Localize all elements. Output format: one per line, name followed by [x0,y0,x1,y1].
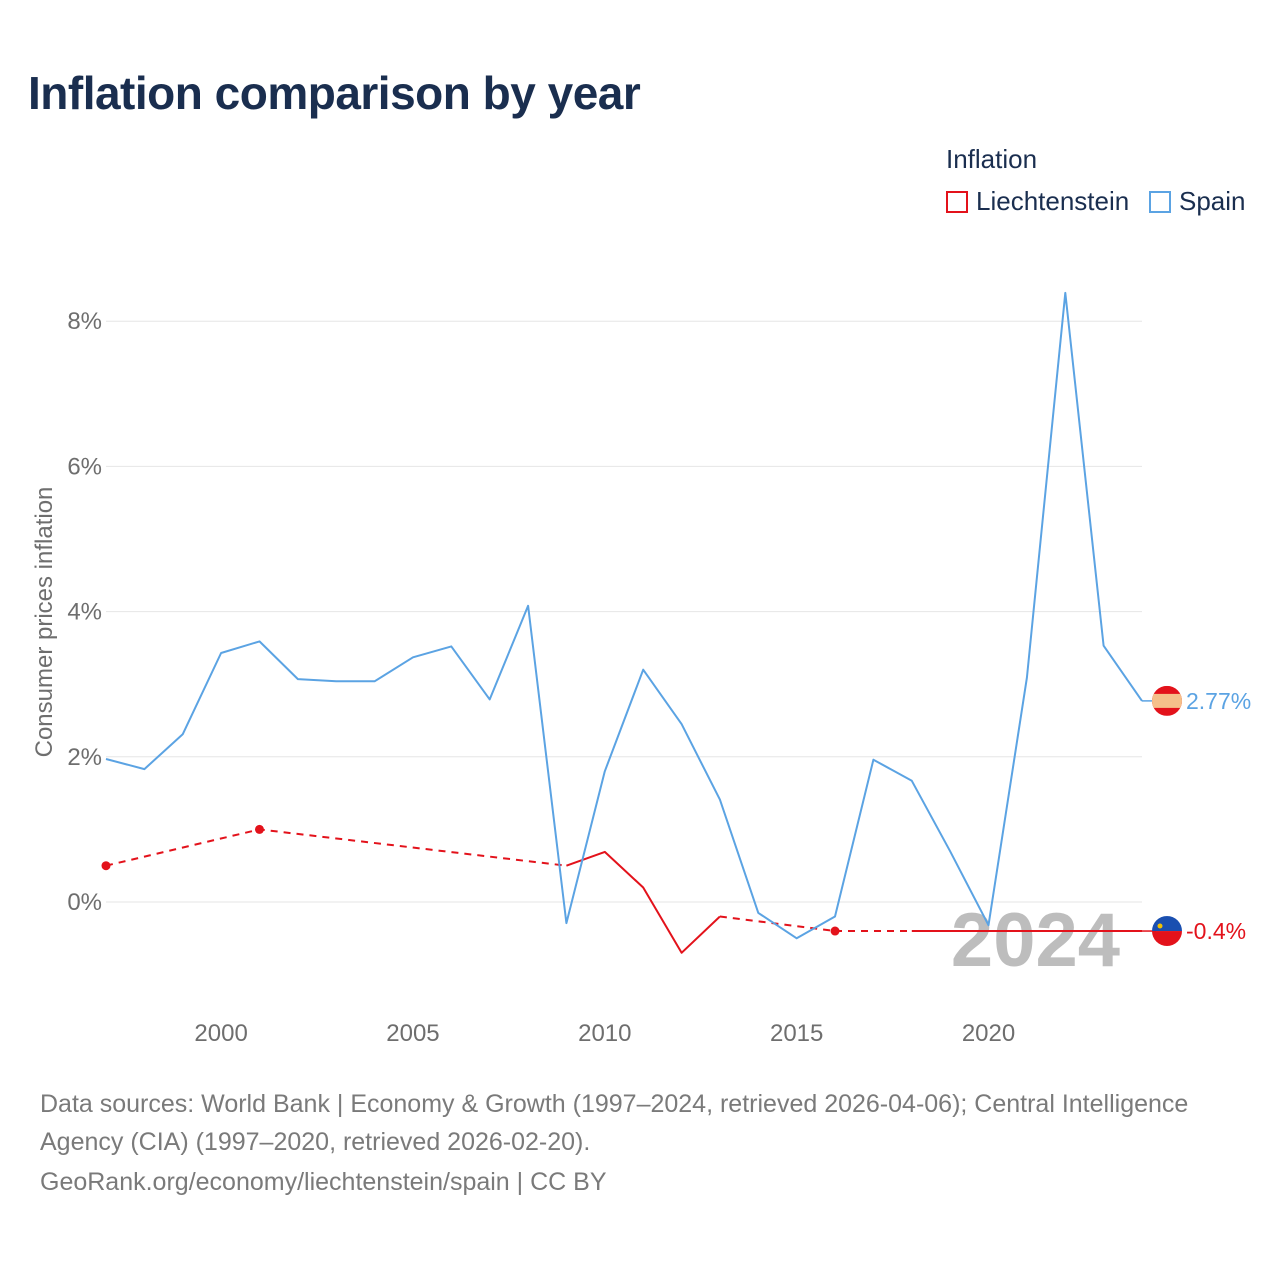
y-tick-label: 8% [67,308,102,335]
footer-link[interactable]: GeoRank.org/economy/liechtenstein/spain … [40,1168,607,1196]
legend-title: Inflation [946,144,1038,174]
series-line-liechtenstein [719,915,836,932]
chart-title: Inflation comparison by year [28,67,641,119]
x-tick-label: 2015 [770,1020,823,1047]
data-point-liechtenstein[interactable] [101,861,111,871]
x-tick-label: 2005 [386,1020,439,1047]
legend-label-liechtenstein: Liechtenstein [976,186,1130,216]
y-tick-label: 4% [67,599,102,626]
legend-swatch-spain [1149,190,1171,213]
series-line-liechtenstein [105,828,567,867]
legend-item-spain[interactable]: Spain [1149,186,1246,217]
end-label-spain: 2.77% [1186,688,1251,714]
series-line-spain [105,291,1143,940]
spain-flag-icon [1152,685,1182,716]
legend-item-liechtenstein[interactable]: Liechtenstein [946,186,1129,217]
year-watermark: 2024 [951,898,1120,983]
x-tick-label: 2000 [194,1020,247,1047]
footer-sources-line2: Agency (CIA) (1997–2020, retrieved 2026-… [40,1128,591,1156]
line-chart: 0% 2% 4% 6% 8% 2000 2005 2010 2015 2020 Consumer… [31,291,1251,1047]
legend-label-spain: Spain [1179,186,1246,216]
data-point-liechtenstein[interactable] [830,926,840,936]
end-label-liechtenstein: -0.4% [1186,918,1246,944]
liechtenstein-flag-icon [1152,916,1182,947]
legend-swatch-liechtenstein [946,190,968,213]
y-tick-label: 0% [67,889,102,916]
x-tick-label: 2020 [962,1020,1015,1047]
footer-sources-line1: Data sources: World Bank | Economy & Gro… [40,1090,1189,1118]
x-tick-label: 2010 [578,1020,631,1047]
y-axis-ticks: 0% 2% 4% 6% 8% [67,308,102,916]
series-line-liechtenstein [566,850,721,954]
x-axis-ticks: 2000 2005 2010 2015 2020 [194,1020,1015,1047]
y-tick-label: 6% [67,453,102,480]
data-point-liechtenstein[interactable] [254,824,264,834]
grid-lines [106,320,1142,903]
end-labels: 2.77% -0.4% [1152,685,1251,947]
series-layer [101,291,1156,954]
y-tick-label: 2% [67,744,102,771]
y-axis-label: Consumer prices inflation [31,487,58,758]
